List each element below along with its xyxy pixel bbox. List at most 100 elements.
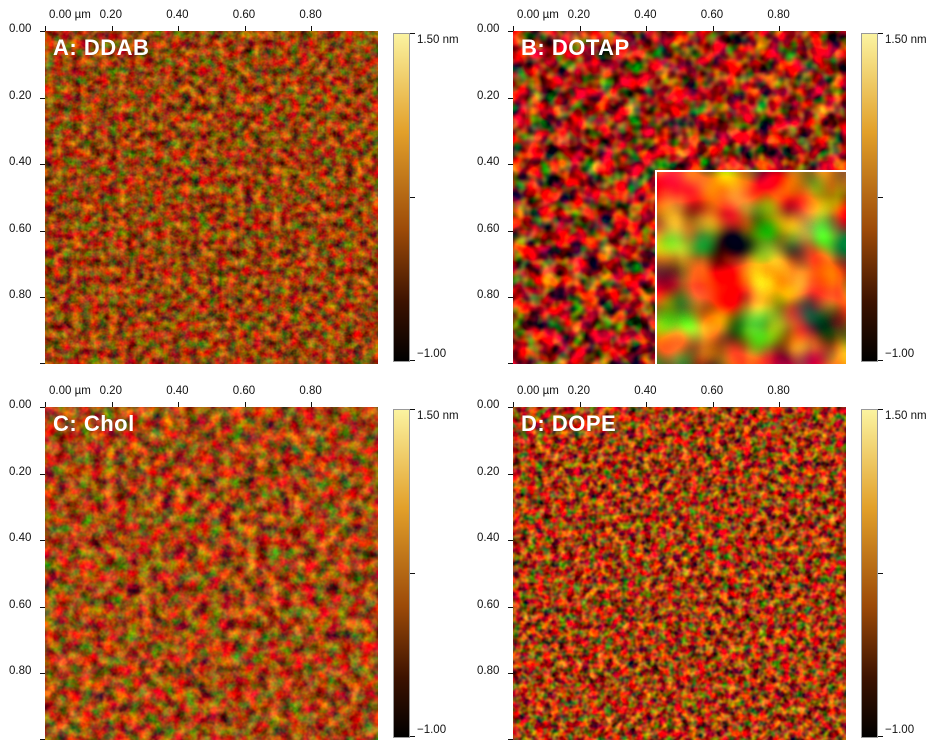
afm-panel-b: B: DOTAP 0.00 µm 0.20 0.40 0.60 0.80 0.00 0.20 0… [468,0,936,370]
y-tick-label: 0.20 [477,465,500,478]
x-tick-mark [244,402,246,407]
x-tick-label: 0.80 [767,385,790,397]
x-tick-label: 0.00 µm [517,9,559,21]
x-tick-label: 0.00 µm [517,385,559,397]
afm-height-image: B: DOTAP [513,31,846,364]
x-tick-mark [311,26,313,31]
x-tick-label: 0.60 [232,385,256,397]
x-tick-mark [111,26,113,31]
colorbar-tick [410,409,415,410]
x-tick-label: 0.80 [299,9,322,21]
x-tick-label: 0.20 [567,385,590,397]
afm-texture [45,407,378,740]
colorbar-tick [410,360,415,361]
y-tick-label: 0.80 [9,665,32,678]
x-tick-mark [45,26,46,31]
panel-label: D: DOPE [521,411,617,436]
y-tick-label: 0.80 [9,289,32,302]
y-tick-mark [40,606,45,608]
x-tick-mark [579,402,581,407]
y-tick-label: 0.20 [9,89,32,102]
colorbar-tick [878,33,883,34]
colorbar-tick [878,409,883,410]
y-tick-mark [40,97,45,99]
colorbar-tick [878,572,883,574]
y-tick-label: 0.00 [477,23,500,35]
y-tick-label: 0.80 [477,289,500,302]
afm-panel-a: A: DDAB 0.00 µm 0.20 0.40 0.60 0.80 0.00 0.20 0.… [0,0,468,370]
x-tick-label: 0.40 [634,385,657,397]
afm-texture [45,31,378,364]
x-tick-mark [178,26,180,31]
colorbar-max-label: 1.50 nm [417,410,459,422]
afm-panel-c: C: Chol 0.00 µm 0.20 0.40 0.60 0.80 0.00 0.20 0.… [0,376,468,746]
colorbar-min-label: −1.00 [417,348,447,360]
x-tick-mark [178,402,180,407]
y-tick-label: 0.20 [9,465,32,478]
y-tick-mark [40,164,45,166]
panel-label: A: DDAB [53,35,150,60]
x-tick-mark [779,402,781,407]
y-tick-mark [508,739,513,740]
x-tick-label: 0.00 µm [49,9,91,21]
height-colorbar [861,33,878,362]
colorbar-tick [410,196,415,198]
x-tick-mark [513,26,514,31]
panel-label: C: Chol [53,411,135,436]
x-tick-mark [779,26,781,31]
y-tick-mark [40,540,45,542]
y-tick-mark [508,540,513,542]
colorbar-min-label: −1.00 [885,724,915,736]
x-tick-mark [646,26,648,31]
x-tick-label: 0.60 [700,9,724,21]
y-tick-mark [508,31,513,32]
afm-height-image: D: DOPE [513,407,846,740]
x-tick-mark [45,402,46,407]
x-tick-label: 0.40 [166,385,189,397]
y-tick-mark [40,31,45,32]
x-tick-mark [646,402,648,407]
colorbar-tick [878,736,883,737]
x-tick-label: 0.40 [634,9,657,21]
colorbar-tick [878,360,883,361]
y-tick-label: 0.60 [9,222,32,235]
x-tick-label: 0.20 [567,9,590,21]
y-tick-mark [508,673,513,675]
y-tick-label: 0.40 [9,532,32,545]
y-tick-mark [508,230,513,232]
zoom-inset [655,170,846,364]
x-tick-mark [712,402,714,407]
y-tick-label: 0.60 [477,222,500,235]
y-tick-mark [40,407,45,408]
panel-label: B: DOTAP [521,35,630,60]
y-tick-label: 0.40 [9,156,32,169]
x-tick-label: 0.40 [166,9,189,21]
height-colorbar [393,33,410,362]
colorbar-max-label: 1.50 nm [885,34,927,46]
x-tick-mark [111,402,113,407]
colorbar-max-label: 1.50 nm [885,410,927,422]
x-tick-label: 0.20 [99,385,122,397]
x-tick-mark [311,402,313,407]
x-tick-mark [579,26,581,31]
x-tick-mark [712,26,714,31]
colorbar-tick [410,572,415,574]
colorbar-tick [878,196,883,198]
colorbar-max-label: 1.50 nm [417,34,459,46]
y-tick-label: 0.80 [477,665,500,678]
x-tick-label: 0.80 [767,9,790,21]
height-colorbar [393,409,410,738]
x-tick-mark [244,26,246,31]
y-tick-mark [40,473,45,475]
x-tick-label: 0.20 [99,9,122,21]
colorbar-min-label: −1.00 [417,724,447,736]
x-tick-label: 0.80 [299,385,322,397]
colorbar-tick [410,736,415,737]
y-tick-mark [508,297,513,299]
y-tick-label: 0.00 [9,23,32,35]
x-tick-mark [513,402,514,407]
afm-height-image: C: Chol [45,407,378,740]
y-tick-mark [508,164,513,166]
y-tick-label: 0.40 [477,156,500,169]
colorbar-min-label: −1.00 [885,348,915,360]
